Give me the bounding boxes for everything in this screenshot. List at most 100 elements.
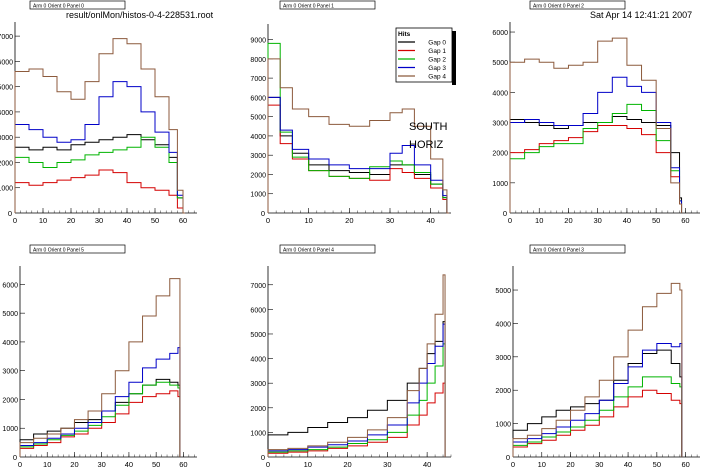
y-tick-label: 5000 <box>250 332 266 339</box>
x-tick-label: 40 <box>623 216 631 225</box>
x-tick-label: 20 <box>564 216 572 225</box>
y-tick-label: 3000 <box>0 135 13 142</box>
x-tick-label: 20 <box>67 216 75 225</box>
x-tick-label: 20 <box>345 216 353 225</box>
series-gap-4 <box>19 278 181 457</box>
legend-entry: Gap 0 <box>428 40 446 47</box>
panel-title-box <box>29 0 126 10</box>
y-tick-label: 6000 <box>492 30 508 37</box>
x-tick-label: 0 <box>266 460 270 469</box>
y-tick-label: 3000 <box>495 355 511 362</box>
y-tick-label: 0 <box>503 209 507 218</box>
y-tick-label: 0 <box>261 209 265 218</box>
x-tick-label: 20 <box>70 460 78 469</box>
series-gap-0 <box>267 321 446 457</box>
x-tick-label: 40 <box>426 216 434 225</box>
y-tick-label: 1000 <box>2 426 18 433</box>
y-tick-label: 0 <box>8 209 12 218</box>
series-gap-1 <box>19 390 181 457</box>
x-tick-label: 60 <box>179 216 187 225</box>
y-tick-label: 6000 <box>250 307 266 314</box>
x-tick-label: 0 <box>13 216 17 225</box>
x-tick-label: 30 <box>383 460 391 469</box>
y-tick-label: 4000 <box>250 357 266 364</box>
x-tick-label: 0 <box>511 460 515 469</box>
legend-entry: Gap 2 <box>428 57 446 64</box>
legend-entry: Gap 3 <box>428 65 446 72</box>
x-tick-label: 30 <box>386 216 394 225</box>
series-gap-3 <box>267 96 449 214</box>
x-tick-label: 10 <box>538 460 546 469</box>
x-tick-label: 30 <box>95 216 103 225</box>
y-tick-label: 3000 <box>2 369 18 376</box>
x-tick-label: 40 <box>125 460 133 469</box>
series-gap-1 <box>267 382 446 457</box>
annotation-horiz: HORIZ <box>409 139 444 151</box>
y-tick-label: 5000 <box>492 60 508 67</box>
x-tick-label: 30 <box>98 460 106 469</box>
y-tick-label: 0 <box>506 453 510 462</box>
histogram-panel-3: Arm 0 Orient 0 Panel 5 0 10 20 30 40 50 60 0 1000… <box>2 244 197 469</box>
x-tick-label: 50 <box>652 216 660 225</box>
panel-title-box <box>279 0 376 10</box>
histogram-panel-4: Arm 0 Orient 0 Panel 4 0 10 20 30 40 0 1000 2000… <box>250 244 452 469</box>
series-gap-3 <box>19 347 181 457</box>
y-tick-label: 0 <box>261 453 265 462</box>
y-tick-label: 4000 <box>2 340 18 347</box>
x-tick-label: 50 <box>152 460 160 469</box>
y-tick-label: 3000 <box>250 153 266 160</box>
y-tick-label: 8000 <box>250 57 266 64</box>
series-gap-4 <box>267 58 449 214</box>
y-tick-label: 3000 <box>250 381 266 388</box>
panel-title-box <box>29 244 126 254</box>
y-tick-label: 5000 <box>0 85 13 92</box>
series-gap-4 <box>509 37 683 213</box>
y-tick-label: 7000 <box>0 34 13 41</box>
series-gap-0 <box>512 349 683 457</box>
x-tick-label: 30 <box>594 216 602 225</box>
y-tick-label: 0 <box>13 453 17 462</box>
y-tick-label: 1000 <box>495 422 511 429</box>
panel-title: Arm 0 Orient 0 Panel 5 <box>33 248 84 254</box>
y-tick-label: 2000 <box>0 160 13 167</box>
x-tick-label: 10 <box>304 216 312 225</box>
x-tick-label: 20 <box>566 460 574 469</box>
legend-box <box>395 27 453 83</box>
panel-title: Arm 0 Orient 0 Panel 0 <box>33 4 84 10</box>
y-tick-label: 5000 <box>495 288 511 295</box>
x-tick-label: 0 <box>508 216 512 225</box>
panel-title: Arm 0 Orient 0 Panel 3 <box>533 248 584 254</box>
series-gap-4 <box>267 274 446 457</box>
y-tick-label: 5000 <box>2 311 18 318</box>
legend-entry: Gap 1 <box>428 48 446 55</box>
y-tick-label: 7000 <box>250 76 266 83</box>
panel-title: Arm 0 Orient 0 Panel 4 <box>283 248 334 254</box>
series-gap-3 <box>512 342 683 457</box>
y-tick-label: 1000 <box>250 192 266 199</box>
series-gap-4 <box>14 38 185 214</box>
y-tick-label: 2000 <box>2 397 18 404</box>
histogram-panel-2: Arm 0 Orient 0 Panel 2 0 10 20 30 40 50 60 0 1000… <box>492 0 700 225</box>
file-label: result/onlMon/histos-0-4-228531.root <box>66 10 214 20</box>
histogram-panel-5: Arm 0 Orient 0 Panel 3 0 10 20 30 40 50 60 0 1000… <box>495 244 700 469</box>
x-tick-label: 0 <box>266 216 270 225</box>
panel-title: Arm 0 Orient 0 Panel 2 <box>533 4 584 10</box>
x-tick-label: 60 <box>681 460 689 469</box>
x-tick-label: 50 <box>151 216 159 225</box>
x-tick-label: 40 <box>423 460 431 469</box>
panel-title: Arm 0 Orient 0 Panel 1 <box>283 4 334 10</box>
legend-title: Hits <box>398 31 411 38</box>
y-tick-label: 1000 <box>0 186 13 193</box>
panel-title-box <box>279 244 376 254</box>
legend-entry: Gap 4 <box>428 74 446 81</box>
y-tick-label: 9000 <box>250 38 266 45</box>
y-tick-label: 4000 <box>250 134 266 141</box>
x-tick-label: 40 <box>123 216 131 225</box>
y-tick-label: 6000 <box>0 59 13 66</box>
x-tick-label: 10 <box>43 460 51 469</box>
y-tick-label: 2000 <box>250 172 266 179</box>
x-tick-label: 10 <box>304 460 312 469</box>
y-tick-label: 1000 <box>250 430 266 437</box>
